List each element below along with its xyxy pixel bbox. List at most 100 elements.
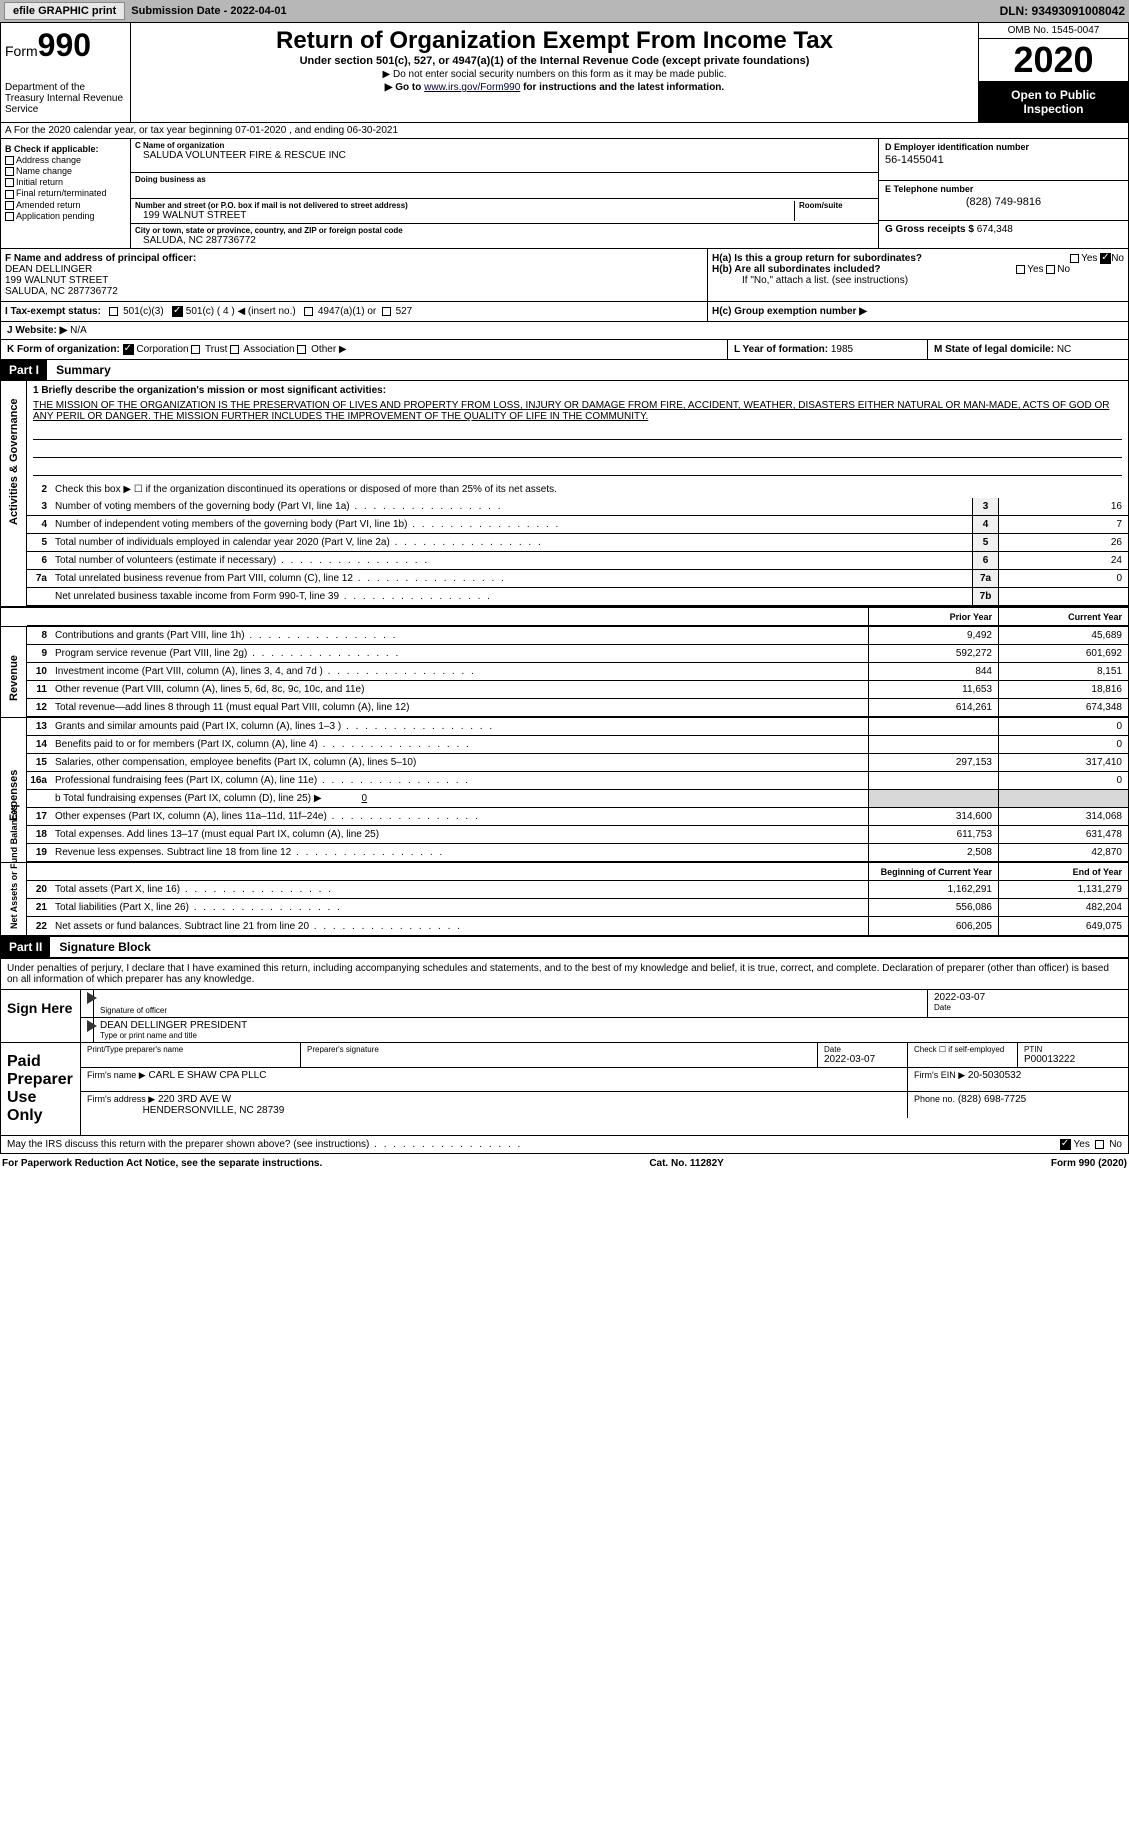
chk-527[interactable] <box>382 307 391 316</box>
year-header-row: Prior YearCurrent Year <box>0 607 1129 627</box>
c8: 45,689 <box>998 627 1128 644</box>
hc-label: H(c) Group exemption number ▶ <box>712 306 867 317</box>
sub-date: 2022-04-01 <box>230 5 286 17</box>
officer-addr2: SALUDA, NC 287736772 <box>5 286 703 297</box>
state-val: NC <box>1057 344 1071 355</box>
opt-assoc: Association <box>243 344 294 355</box>
v7b <box>998 588 1128 605</box>
opt-4947: 4947(a)(1) or <box>318 306 376 317</box>
state-label: M State of legal domicile: <box>934 344 1054 355</box>
form-word: Form <box>5 43 38 59</box>
net-sidelabel: Net Assets or Fund Balances <box>9 879 19 929</box>
firm-ein-lbl: Firm's EIN ▶ <box>914 1070 965 1080</box>
city-label: City or town, state or province, country… <box>135 226 874 235</box>
c12: 674,348 <box>998 699 1128 716</box>
chk-501c3[interactable] <box>109 307 118 316</box>
efile-button[interactable]: efile GRAPHIC print <box>4 2 125 20</box>
note-ssn: ▶ Do not enter social security numbers o… <box>135 69 974 80</box>
open-public: Open to Public Inspection <box>979 82 1128 122</box>
sig-date: 2022-03-07 <box>934 992 1122 1003</box>
discuss-yes[interactable] <box>1060 1139 1071 1150</box>
form-org-label: K Form of organization: <box>7 344 120 355</box>
discuss-row: May the IRS discuss this return with the… <box>0 1136 1129 1154</box>
c10: 8,151 <box>998 663 1128 680</box>
website-value: N/A <box>70 325 87 336</box>
sig-date-lbl: Date <box>934 1003 1122 1012</box>
prep-date-lbl: Date <box>824 1045 901 1054</box>
chk-trust[interactable] <box>191 345 200 354</box>
current-hdr: Current Year <box>998 608 1128 625</box>
irs-link[interactable]: www.irs.gov/Form990 <box>424 82 520 93</box>
l13: Grants and similar amounts paid (Part IX… <box>51 719 868 734</box>
chk-amended[interactable] <box>5 201 14 210</box>
prior-hdr: Prior Year <box>868 608 998 625</box>
p10: 844 <box>868 663 998 680</box>
c21: 482,204 <box>998 899 1128 916</box>
discuss-no[interactable] <box>1095 1140 1104 1149</box>
netassets-section: Net Assets or Fund Balances Beginning of… <box>0 863 1129 936</box>
part2-header: Part II <box>1 937 50 957</box>
year-form-label: L Year of formation: <box>734 344 828 355</box>
form-header: Form990 Department of the Treasury Inter… <box>0 22 1129 123</box>
row-j: J Website: ▶ N/A <box>0 322 1129 340</box>
line7b: Net unrelated business taxable income fr… <box>51 589 972 604</box>
self-emp: Check ☐ if self-employed <box>908 1043 1018 1067</box>
p20: 1,162,291 <box>868 881 998 898</box>
dba-label: Doing business as <box>135 175 874 184</box>
firm-addr2: HENDERSONVILLE, NC 28739 <box>143 1105 285 1116</box>
c19: 42,870 <box>998 844 1128 861</box>
opt-initial: Initial return <box>16 177 63 187</box>
addr-label: Number and street (or P.O. box if mail i… <box>135 201 794 210</box>
c15: 317,410 <box>998 754 1128 771</box>
dept-label: Department of the Treasury Internal Reve… <box>5 82 126 115</box>
ha-no[interactable] <box>1100 253 1111 264</box>
opt-name: Name change <box>16 166 72 176</box>
hb-yes[interactable] <box>1016 265 1025 274</box>
ptin: P00013222 <box>1024 1054 1122 1065</box>
opt-501c: 501(c) ( 4 ) ◀ (insert no.) <box>186 306 296 317</box>
chk-4947[interactable] <box>304 307 313 316</box>
opt-pending: Application pending <box>16 211 95 221</box>
p16a <box>868 772 998 789</box>
p8: 9,492 <box>868 627 998 644</box>
chk-final[interactable] <box>5 190 14 199</box>
chk-address[interactable] <box>5 156 14 165</box>
opt-amended: Amended return <box>16 200 81 210</box>
chk-pending[interactable] <box>5 212 14 221</box>
officer-name: DEAN DELLINGER <box>5 264 703 275</box>
submission-label: Submission Date - 2022-04-01 <box>131 5 286 17</box>
chk-other[interactable] <box>297 345 306 354</box>
revenue-section: Revenue 8Contributions and grants (Part … <box>0 627 1129 718</box>
chk-initial[interactable] <box>5 178 14 187</box>
blank-line <box>33 462 1122 476</box>
v5: 26 <box>998 534 1128 551</box>
chk-501c[interactable] <box>172 306 183 317</box>
hb-no[interactable] <box>1046 265 1055 274</box>
opt-527: 527 <box>396 306 413 317</box>
top-toolbar: efile GRAPHIC print Submission Date - 20… <box>0 0 1129 22</box>
hb-label: H(b) Are all subordinates included? <box>712 264 881 275</box>
city-state-zip: SALUDA, NC 287736772 <box>143 235 874 246</box>
signature-block: Under penalties of perjury, I declare th… <box>0 958 1129 1043</box>
l10: Investment income (Part VIII, column (A)… <box>51 664 868 679</box>
chk-corp[interactable] <box>123 344 134 355</box>
ha-yes[interactable] <box>1070 254 1079 263</box>
yes-text: Yes <box>1081 253 1097 264</box>
sig-declaration: Under penalties of perjury, I declare th… <box>1 959 1128 990</box>
c20: 1,131,279 <box>998 881 1128 898</box>
ein-value: 56-1455041 <box>885 154 1122 166</box>
c16a: 0 <box>998 772 1128 789</box>
l16a: Professional fundraising fees (Part IX, … <box>51 773 868 788</box>
chk-name[interactable] <box>5 167 14 176</box>
org-name: SALUDA VOLUNTEER FIRE & RESCUE INC <box>143 150 874 161</box>
chk-assoc[interactable] <box>230 345 239 354</box>
note-goto-post: for instructions and the latest informat… <box>520 82 724 93</box>
footer-right: Form 990 (2020) <box>1051 1158 1127 1169</box>
omb-number: OMB No. 1545-0047 <box>979 23 1128 39</box>
row-klm: K Form of organization: Corporation Trus… <box>0 340 1129 360</box>
l19: Revenue less expenses. Subtract line 18 … <box>51 845 868 860</box>
firm-name: CARL E SHAW CPA PLLC <box>148 1070 266 1081</box>
c14: 0 <box>998 736 1128 753</box>
sub-label: Submission Date - <box>131 5 230 17</box>
line7a: Total unrelated business revenue from Pa… <box>51 571 972 586</box>
